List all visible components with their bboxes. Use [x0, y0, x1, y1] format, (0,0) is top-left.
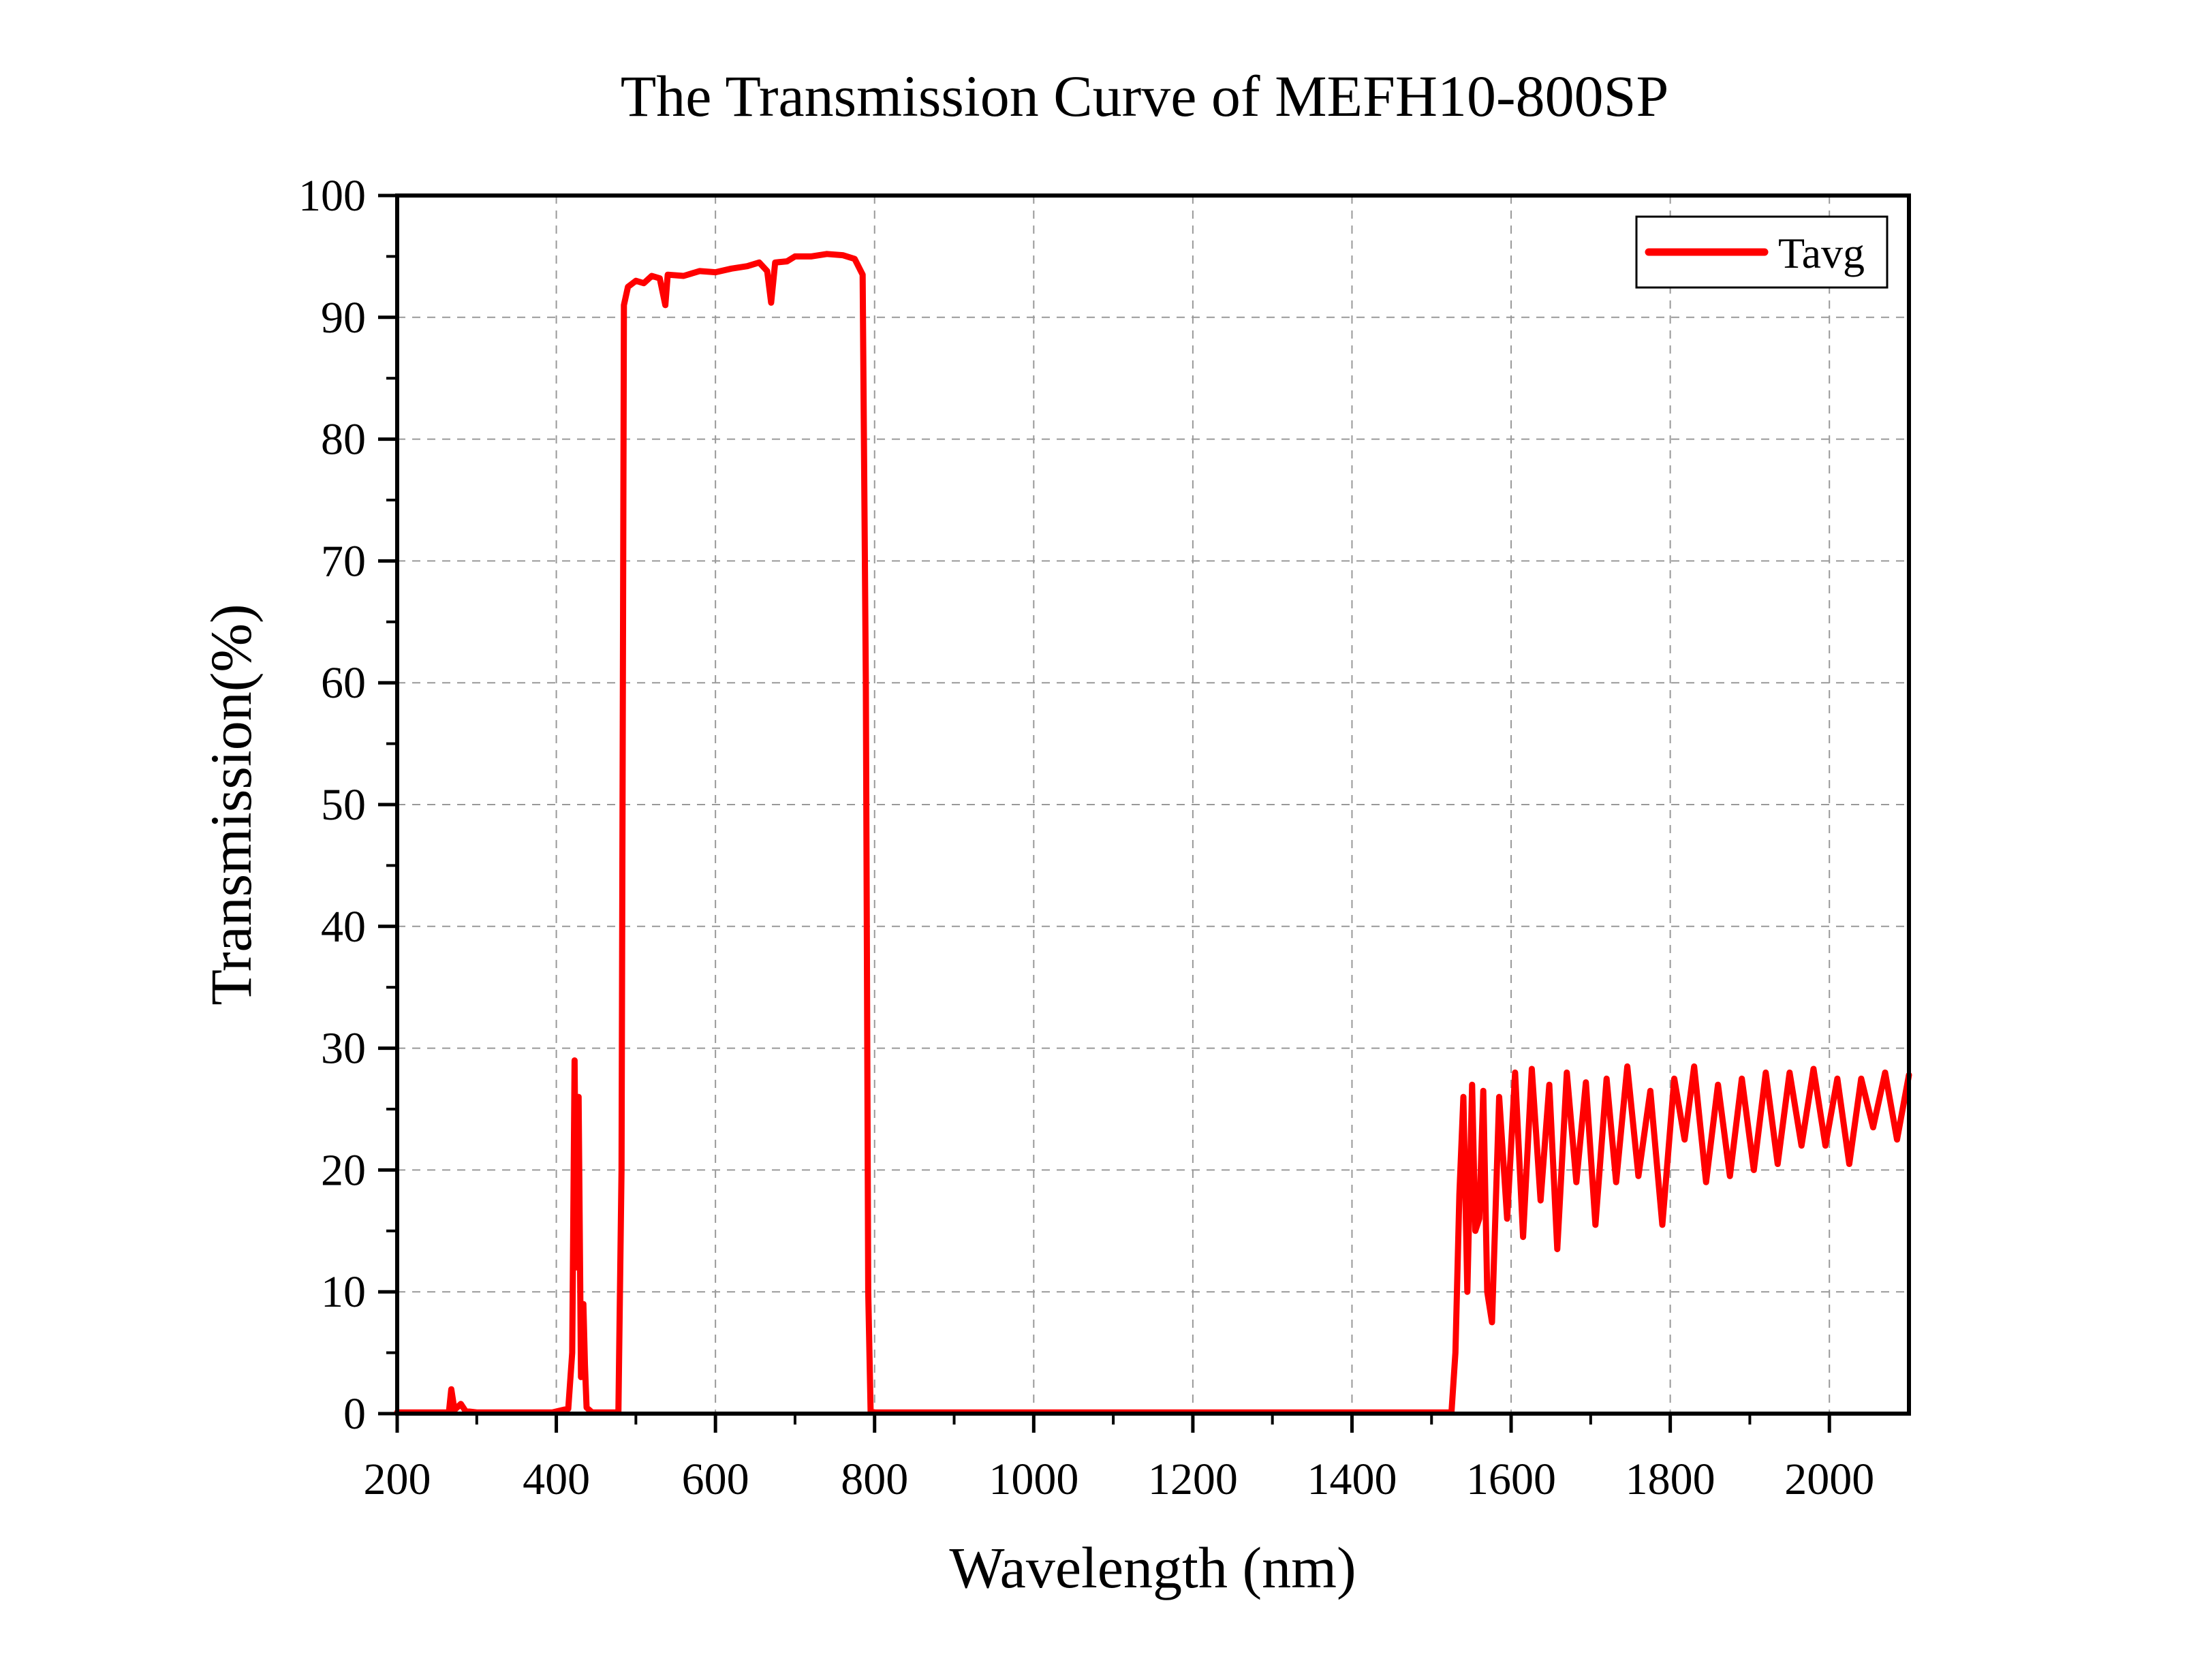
y-tick-label: 60: [321, 658, 366, 708]
x-tick-label: 2000: [1784, 1455, 1874, 1504]
y-tick-label: 50: [321, 780, 366, 830]
x-tick-label: 600: [682, 1455, 749, 1504]
x-tick-label: 800: [841, 1455, 908, 1504]
series-layer: [394, 251, 1912, 1416]
y-tick-label: 80: [321, 415, 366, 465]
series-line-tavg: [394, 251, 1912, 1416]
axis-ticks: 200 400 600 800 1000 1200 1400 1600 1800 2000 0 10 2…: [298, 171, 1874, 1504]
grid-lines: [397, 196, 1909, 1414]
x-tick-label: 1200: [1148, 1455, 1238, 1504]
y-tick-label: 40: [321, 902, 366, 952]
y-axis-title: Transmission(%): [198, 604, 264, 1005]
chart-title: The Transmission Curve of MEFH10-800SP: [621, 63, 1669, 129]
y-tick-label: 100: [298, 171, 366, 221]
x-axis-title: Wavelength (nm): [949, 1535, 1356, 1600]
legend-label-tavg: Tavg: [1778, 229, 1865, 277]
x-tick-label: 1800: [1626, 1455, 1715, 1504]
x-tick-label: 400: [523, 1455, 590, 1504]
y-tick-label: 0: [343, 1389, 366, 1439]
y-tick-label: 10: [321, 1267, 366, 1317]
y-tick-label: 30: [321, 1024, 366, 1074]
y-tick-label: 70: [321, 536, 366, 586]
y-tick-label: 90: [321, 293, 366, 343]
legend: Tavg: [1635, 215, 1889, 289]
x-tick-label: 1000: [989, 1455, 1078, 1504]
x-tick-label: 1400: [1307, 1455, 1397, 1504]
x-tick-label: 1600: [1466, 1455, 1556, 1504]
y-tick-label: 20: [321, 1145, 366, 1195]
x-tick-label: 200: [364, 1455, 431, 1504]
